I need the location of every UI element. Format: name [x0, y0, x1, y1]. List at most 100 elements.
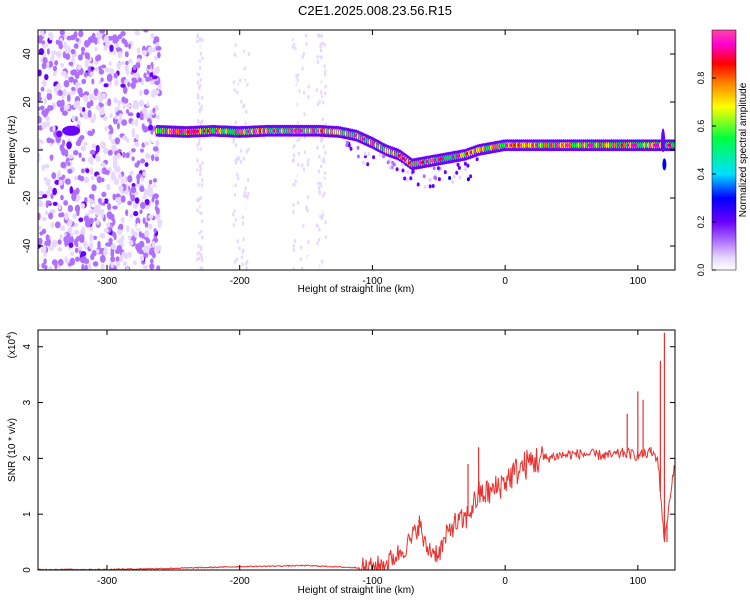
spectrogram-cell [139, 209, 143, 215]
spectrogram-cell [57, 170, 61, 177]
spectrogram-cell [41, 262, 45, 269]
spectrogram-cell [316, 216, 319, 221]
spectrogram-cell [142, 107, 147, 115]
spectrogram-cell [110, 256, 115, 263]
spectrogram-cell [63, 200, 68, 206]
spectrogram-cell [78, 136, 83, 142]
spectrogram-cell [56, 100, 63, 108]
spectrogram-cell [137, 77, 142, 83]
spectrogram-cell [93, 235, 97, 240]
spectrogram-cell [48, 105, 54, 111]
spectrogram-cell [131, 183, 136, 188]
spectrogram-cell [292, 94, 295, 99]
spectrogram-cell [113, 72, 118, 79]
colorbar-label: Normalized spectral amplitude [738, 82, 749, 217]
spectrogram-cell [48, 266, 53, 270]
spectrogram-cell [83, 72, 88, 78]
spectrogram-cell [240, 54, 243, 59]
spectrogram-cell [60, 194, 64, 201]
spectrogram-cell [234, 212, 237, 216]
spectrogram-cell [295, 121, 298, 126]
spectrogram-cell [134, 197, 140, 204]
spectrogram-cell [67, 226, 73, 234]
snr-plot-area [38, 330, 675, 570]
spectrogram-cell [104, 125, 108, 131]
spectrogram-cell [131, 156, 135, 161]
spectrogram-cell [64, 212, 69, 221]
spectrogram-cell [94, 46, 98, 52]
spectrogram-cell [93, 96, 98, 101]
spectrogram-cell [46, 92, 53, 101]
spectrogram-cell [83, 91, 90, 97]
spectrogram-cell [301, 266, 304, 270]
spectrogram-cell [148, 223, 153, 230]
spectrogram-cell [200, 183, 204, 187]
spectrogram-cell [60, 225, 65, 231]
spectrogram-cell [104, 67, 110, 73]
spectrogram-cell [297, 151, 300, 156]
spectrogram-cell [457, 165, 461, 170]
spectrogram-cell [324, 72, 327, 77]
y-tick-label: 4 [22, 344, 33, 350]
spectrogram-cell [55, 39, 60, 45]
spectrogram-cell [323, 160, 326, 164]
spectrogram-cell [292, 173, 295, 178]
spectrogram-cell [433, 175, 437, 180]
x-tick-label: -300 [97, 276, 117, 287]
spectrogram-cell [107, 202, 112, 211]
spectrogram-cell [131, 148, 136, 153]
spectrogram-cell [128, 239, 134, 246]
spectrogram-cell [80, 46, 86, 53]
spectrogram-cell [154, 156, 159, 162]
spectrogram-cell [68, 154, 74, 159]
spectrogram-cell [324, 150, 327, 155]
spectrogram-cell [84, 60, 89, 68]
spectrogram-cell [74, 176, 79, 181]
spectrogram-cell [199, 172, 202, 177]
spectrogram-cell [237, 176, 240, 181]
spectrogram-cell [104, 169, 110, 175]
spectrogram-cell [109, 113, 113, 119]
spectrogram-cell [135, 217, 141, 225]
spectrogram-cell [199, 166, 202, 171]
spectrogram-cell [200, 42, 203, 47]
x-tick-label: 0 [502, 276, 508, 287]
spectrogram-cell [233, 167, 236, 172]
spectrogram-cell [46, 48, 50, 55]
spectrogram-cell [45, 210, 49, 216]
spectrogram-cell [197, 234, 200, 238]
spectrogram-cell [117, 228, 123, 235]
spectrogram-cell [200, 211, 203, 216]
spectrogram-cell [73, 150, 79, 156]
spectrogram-cell [247, 178, 250, 183]
spectrogram-cell [196, 208, 199, 213]
spectrogram-cell [103, 147, 109, 155]
spectrogram-cell [77, 54, 83, 61]
spectrogram-cell [138, 101, 144, 107]
spectrogram-cell [42, 57, 48, 64]
spectrogram-cell [74, 72, 80, 79]
spectrogram-cell [319, 181, 322, 186]
spectrogram-cell [234, 217, 238, 222]
spectrogram-cell [200, 112, 204, 117]
spectrogram-cell [38, 37, 42, 44]
spectrogram-cell [143, 114, 149, 120]
spectrogram-cell [316, 241, 319, 246]
spectrogram-cell [322, 144, 325, 149]
spectrogram-cell [143, 30, 149, 33]
spectrogram-cell [232, 222, 236, 227]
spectrogram-cell [39, 231, 44, 236]
spectrogram-cell [158, 84, 162, 89]
spectrogram-cell [297, 36, 300, 41]
spectrogram-cell [356, 154, 360, 159]
spectrogram-cell [241, 144, 244, 148]
spectrogram-cell [74, 247, 79, 254]
colorbar-tick-label: 0.8 [696, 72, 706, 85]
spectrogram-cell [317, 174, 320, 179]
spectrogram-cell [90, 203, 96, 208]
spectrogram-cell [437, 177, 441, 182]
spectrogram-cell [89, 99, 94, 107]
spectrogram-cell [85, 168, 90, 174]
spectrogram-cell [236, 90, 239, 95]
spectrogram-cell [48, 32, 54, 41]
